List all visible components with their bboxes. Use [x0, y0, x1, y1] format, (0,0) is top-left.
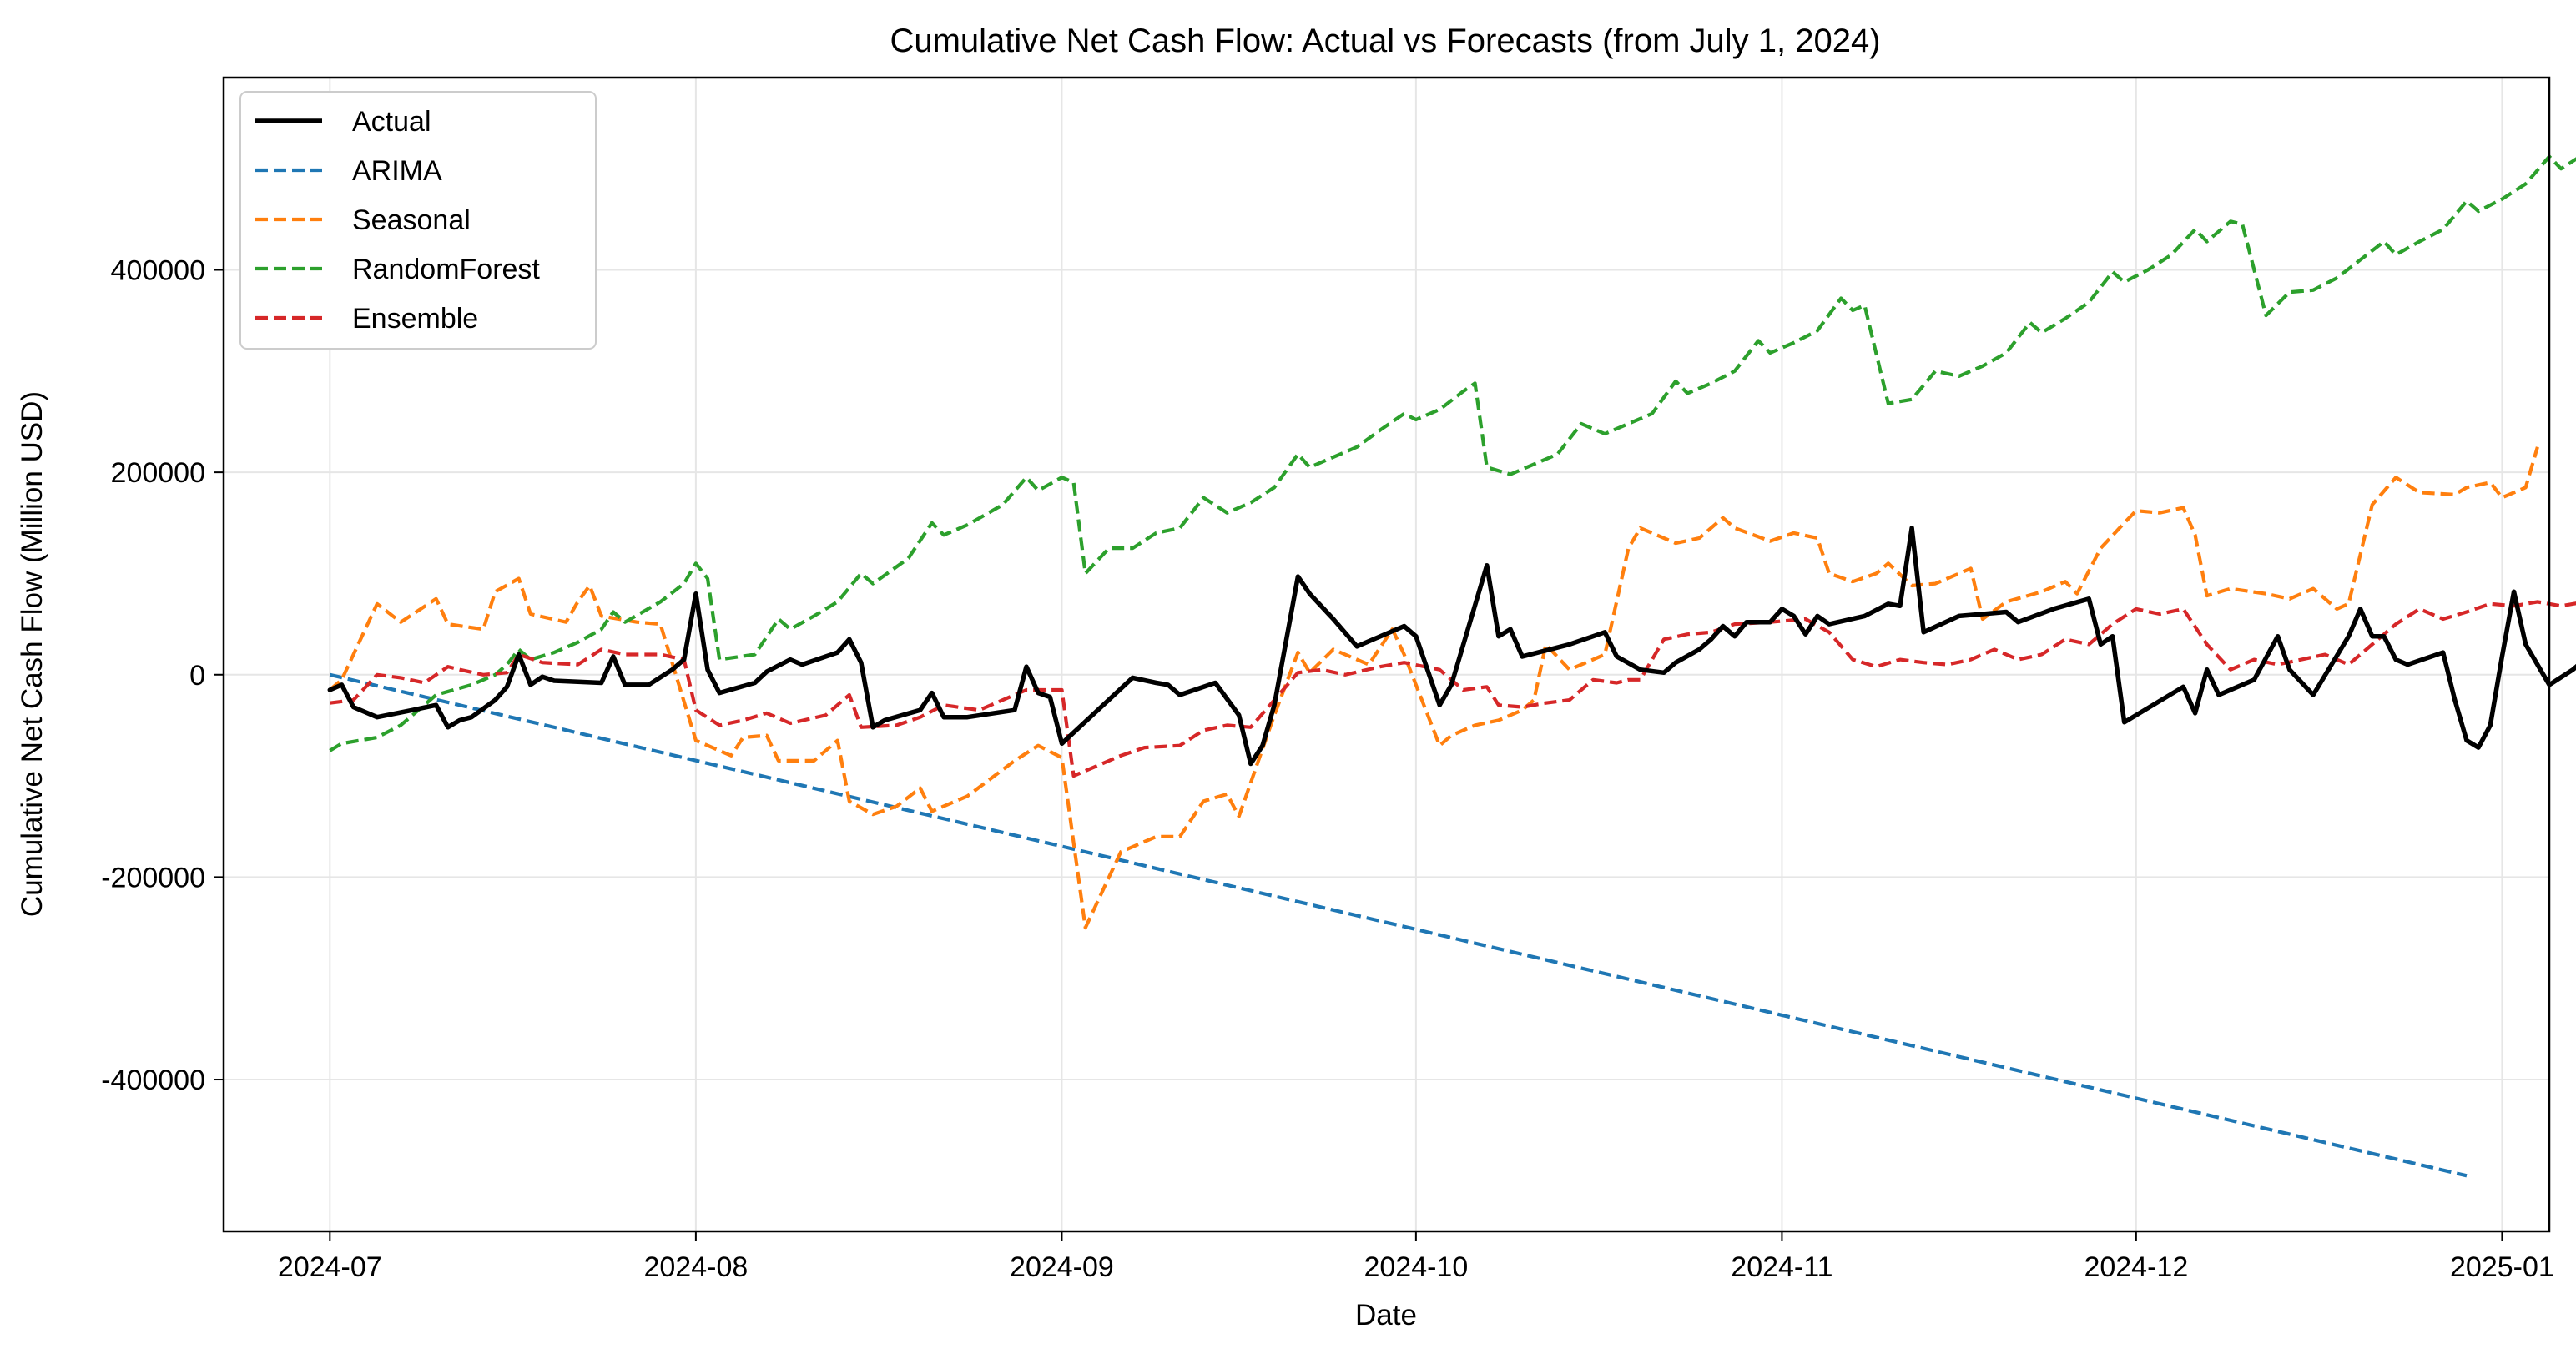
series-line-ensemble	[330, 600, 2576, 778]
series-line-randomforest	[329, 154, 2576, 752]
x-tick-label: 2024-12	[2084, 1251, 2188, 1283]
legend-label-randomforest: RandomForest	[352, 254, 540, 285]
chart-title: Cumulative Net Cash Flow: Actual vs Fore…	[890, 23, 1880, 59]
gridlines	[224, 78, 2549, 1231]
x-tick-label: 2024-09	[1010, 1251, 1114, 1283]
legend-label-actual: Actual	[352, 106, 431, 138]
y-tick-label: 200000	[111, 457, 205, 489]
x-axis-label: Date	[1355, 1299, 1417, 1331]
legend-label-seasonal: Seasonal	[352, 204, 471, 236]
series-line-seasonal	[328, 446, 2539, 930]
x-tick-label: 2024-10	[1364, 1251, 1468, 1283]
series-lines	[327, 154, 2576, 1178]
y-tick-label: 0	[189, 660, 205, 692]
y-tick-label: -400000	[101, 1065, 205, 1096]
x-tick-label: 2024-08	[643, 1251, 748, 1283]
legend-box	[239, 91, 597, 350]
legend-label-arima: ARIMA	[352, 155, 442, 187]
series-line-arima	[329, 672, 2468, 1178]
axis-ticks: 2024-07 2024-08 2024-09 2024-10 2024-11 2024-…	[101, 255, 2554, 1284]
plot-area-frame	[222, 76, 2551, 1233]
y-tick-label: 400000	[111, 255, 205, 287]
legend-label-ensemble: Ensemble	[352, 303, 478, 335]
y-axis-label: Cumulative Net Cash Flow (Million USD)	[16, 391, 48, 917]
y-tick-label: -200000	[101, 862, 205, 893]
x-tick-label: 2024-11	[1731, 1251, 1832, 1283]
x-tick-label: 2024-07	[278, 1251, 382, 1283]
x-tick-label: 2025-01	[2450, 1251, 2554, 1283]
legend: Actual ARIMA Seasonal RandomForest Ensemble	[239, 91, 597, 350]
series-line-actual	[327, 526, 2576, 767]
